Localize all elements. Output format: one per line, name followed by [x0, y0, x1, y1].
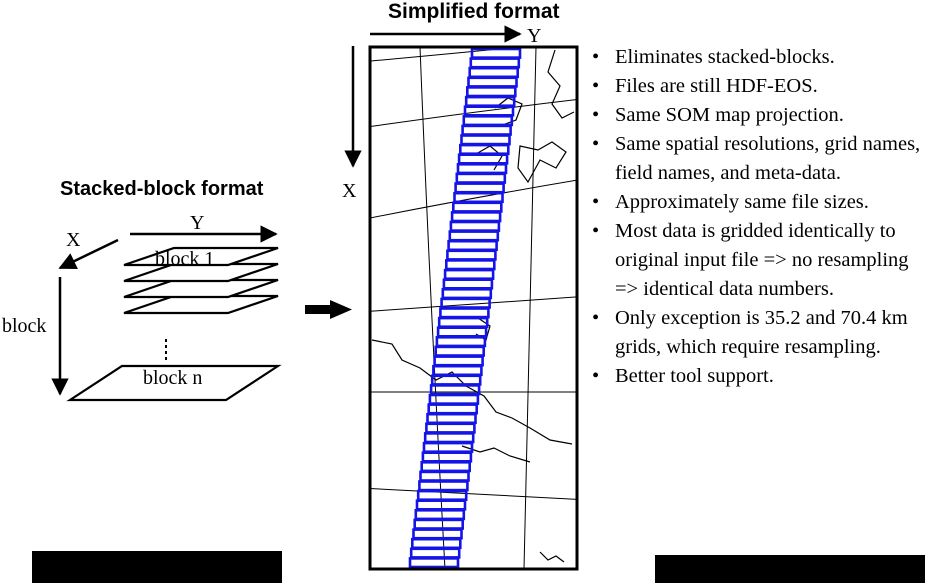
som-map — [370, 47, 577, 569]
feature-item: Only exception is 35.2 and 70.4 km grids… — [590, 304, 922, 362]
map-graticule — [370, 47, 577, 569]
stacked-y-axis-label: Y — [190, 212, 204, 234]
stack-label: block — [2, 315, 46, 337]
swath-block — [408, 557, 460, 569]
feature-list: Eliminates stacked-blocks. Files are sti… — [590, 43, 922, 391]
map-frame — [368, 45, 579, 571]
right-arrow-icon — [305, 300, 352, 319]
block-plate-2 — [123, 262, 279, 283]
block-plate-n — [66, 364, 282, 402]
feature-item: Files are still HDF-EOS. — [590, 72, 922, 101]
simplified-format-title: Simplified format — [388, 0, 560, 23]
swath-blocks — [408, 47, 522, 569]
feature-item: Eliminates stacked-blocks. — [590, 43, 922, 72]
feature-item: Same spatial resolutions, grid names, fi… — [590, 130, 922, 188]
footer-bar-left — [32, 551, 282, 583]
block-plate-1 — [123, 246, 279, 267]
stacked-x-axis-arrow — [58, 238, 119, 270]
stacked-x-axis-label: X — [66, 229, 81, 251]
block-n-label: block n — [143, 367, 202, 389]
block-1-label: block 1 — [155, 248, 214, 270]
block-plate-3 — [123, 278, 279, 299]
stacked-block-format-title: Stacked-block format — [60, 178, 264, 200]
simplified-x-axis-label: X — [342, 180, 357, 202]
feature-item: Better tool support. — [590, 362, 922, 391]
feature-item: Most data is gridded identically to orig… — [590, 217, 922, 304]
feature-item: Same SOM map projection. — [590, 101, 922, 130]
feature-item: Approximately same file sizes. — [590, 188, 922, 217]
block-plate-4 — [123, 294, 279, 315]
footer-bar-right — [655, 555, 925, 583]
simplified-y-axis-label: Y — [527, 25, 541, 47]
